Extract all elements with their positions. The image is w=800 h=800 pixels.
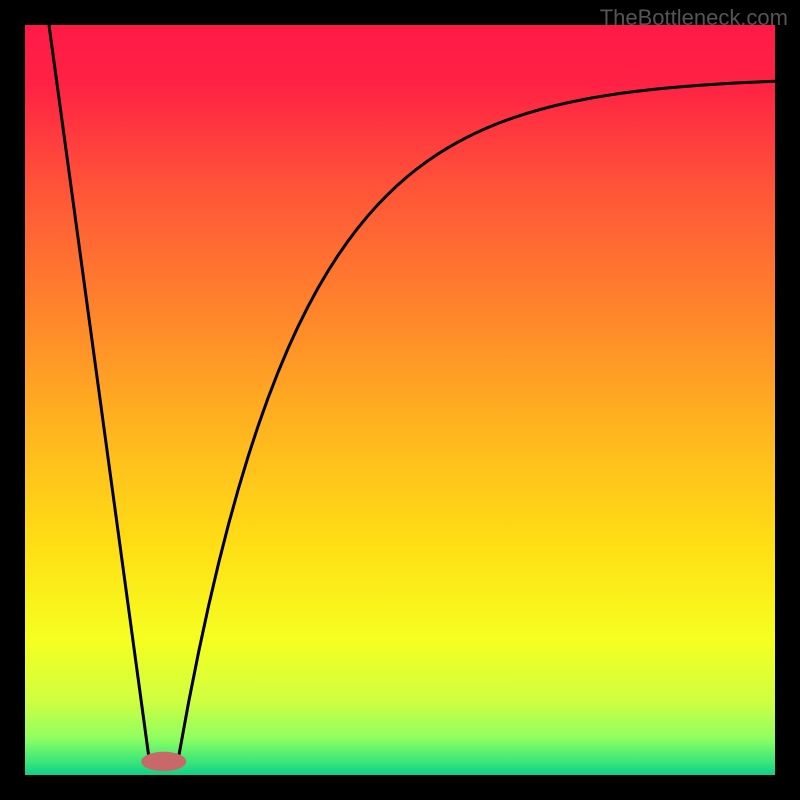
- bottleneck-chart: [0, 0, 800, 800]
- watermark-text: TheBottleneck.com: [600, 5, 788, 31]
- bottleneck-marker: [141, 752, 186, 772]
- chart-container: TheBottleneck.com: [0, 0, 800, 800]
- chart-background: [25, 25, 775, 775]
